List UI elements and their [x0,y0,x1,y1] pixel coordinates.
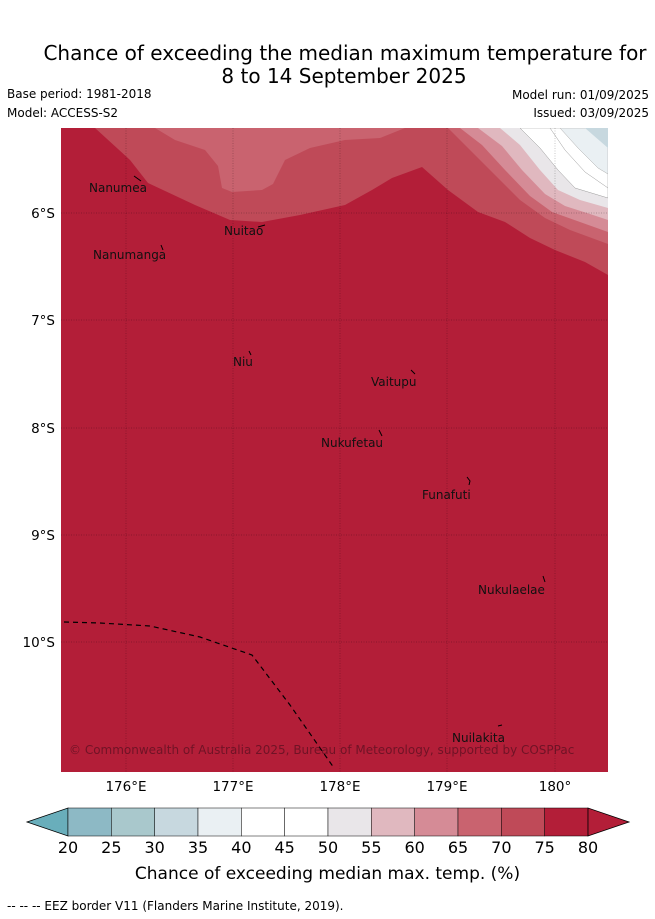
colorbar-segment [544,807,589,837]
region-80 [61,128,608,772]
colorbar-segment [197,807,242,837]
x-tick-176: 176°E [105,779,146,795]
region-70 [120,128,405,192]
colorbar-tick: 25 [101,838,122,857]
place-vaitupu: Vaitupu [371,375,417,389]
base-period: Base period: 1981-2018 [7,87,152,101]
colorbar-segment [67,807,112,837]
x-tick-180: 180° [539,779,572,795]
y-tick-7s: 7°S [31,313,55,329]
place-nanumanga: Nanumanga [93,248,166,262]
eez-border-line [63,621,335,769]
colorbar-tick: 20 [57,838,79,857]
colorbar-tick: 60 [404,838,425,857]
colorbar-tick: 65 [447,838,469,857]
eez-legend-note: -- -- -- EEZ border V11 (Flanders Marine… [7,899,344,913]
colorbar-segment [111,807,155,837]
y-tick-10s: 10°S [23,635,56,651]
colorbar-tick: 50 [317,838,339,857]
probability-fill-layer: Nanumea Nuitao Nanumanga Niu Vaitupu Nuk… [61,128,608,772]
y-tick-6s: 6°S [31,206,55,222]
colorbar-segment [414,807,459,837]
place-nanumea: Nanumea [89,181,147,195]
colorbar-label: Chance of exceeding median max. temp. (%… [134,864,521,884]
model-run: Model run: 01/09/2025 [511,88,649,102]
place-labels: Nanumea Nuitao Nanumanga Niu Vaitupu Nuk… [89,181,545,745]
place-nukufetau: Nukufetau [321,436,383,450]
place-nuilakita: Nuilakita [452,731,505,745]
y-axis-ticks: 6°S 7°S 8°S 9°S 10°S [23,206,56,651]
y-tick-9s: 9°S [31,528,55,544]
colorbar-segment [327,807,372,837]
colorbar-tick: 35 [187,838,209,857]
colorbar-segment [457,807,502,837]
region-35 [585,128,608,148]
colorbar-segment [241,807,285,837]
place-niu: Niu [233,355,253,369]
colorbar-tick: 80 [577,838,599,857]
colorbar-extend-low [25,807,69,837]
region-75 [61,128,608,275]
colorbar-extend-high [587,807,631,837]
colorbar-segment [371,807,415,837]
region-40 [559,128,608,175]
colorbar-segment [501,807,545,837]
model-name: Model: ACCESS-S2 [7,106,119,120]
x-tick-177: 177°E [212,779,253,795]
graticule [61,128,608,772]
copyright-notice: © Commonwealth of Australia 2025, Bureau… [69,743,574,757]
colorbar [25,807,631,837]
place-nuitao: Nuitao [224,224,263,238]
islands [133,175,546,727]
y-tick-8s: 8°S [31,421,55,437]
colorbar-tick: 75 [534,838,555,857]
colorbar-segment [154,807,199,837]
chart-title-line1: Chance of exceeding the median maximum t… [43,41,647,65]
colorbar-tick: 30 [144,838,165,857]
x-tick-178: 178°E [319,779,360,795]
issued-date: Issued: 03/09/2025 [533,106,649,120]
x-axis-ticks: 176°E 177°E 178°E 179°E 180° [105,779,571,795]
colorbar-tick: 70 [491,838,512,857]
chart-title-line2: 8 to 14 September 2025 [221,64,467,88]
colorbar-tick: 40 [231,838,252,857]
place-nukulaelae: Nukulaelae [478,583,545,597]
x-tick-179: 179°E [426,779,467,795]
place-funafuti: Funafuti [422,488,471,502]
colorbar-tick: 55 [361,838,382,857]
colorbar-segment [284,807,329,837]
colorbar-tick: 45 [274,838,295,857]
